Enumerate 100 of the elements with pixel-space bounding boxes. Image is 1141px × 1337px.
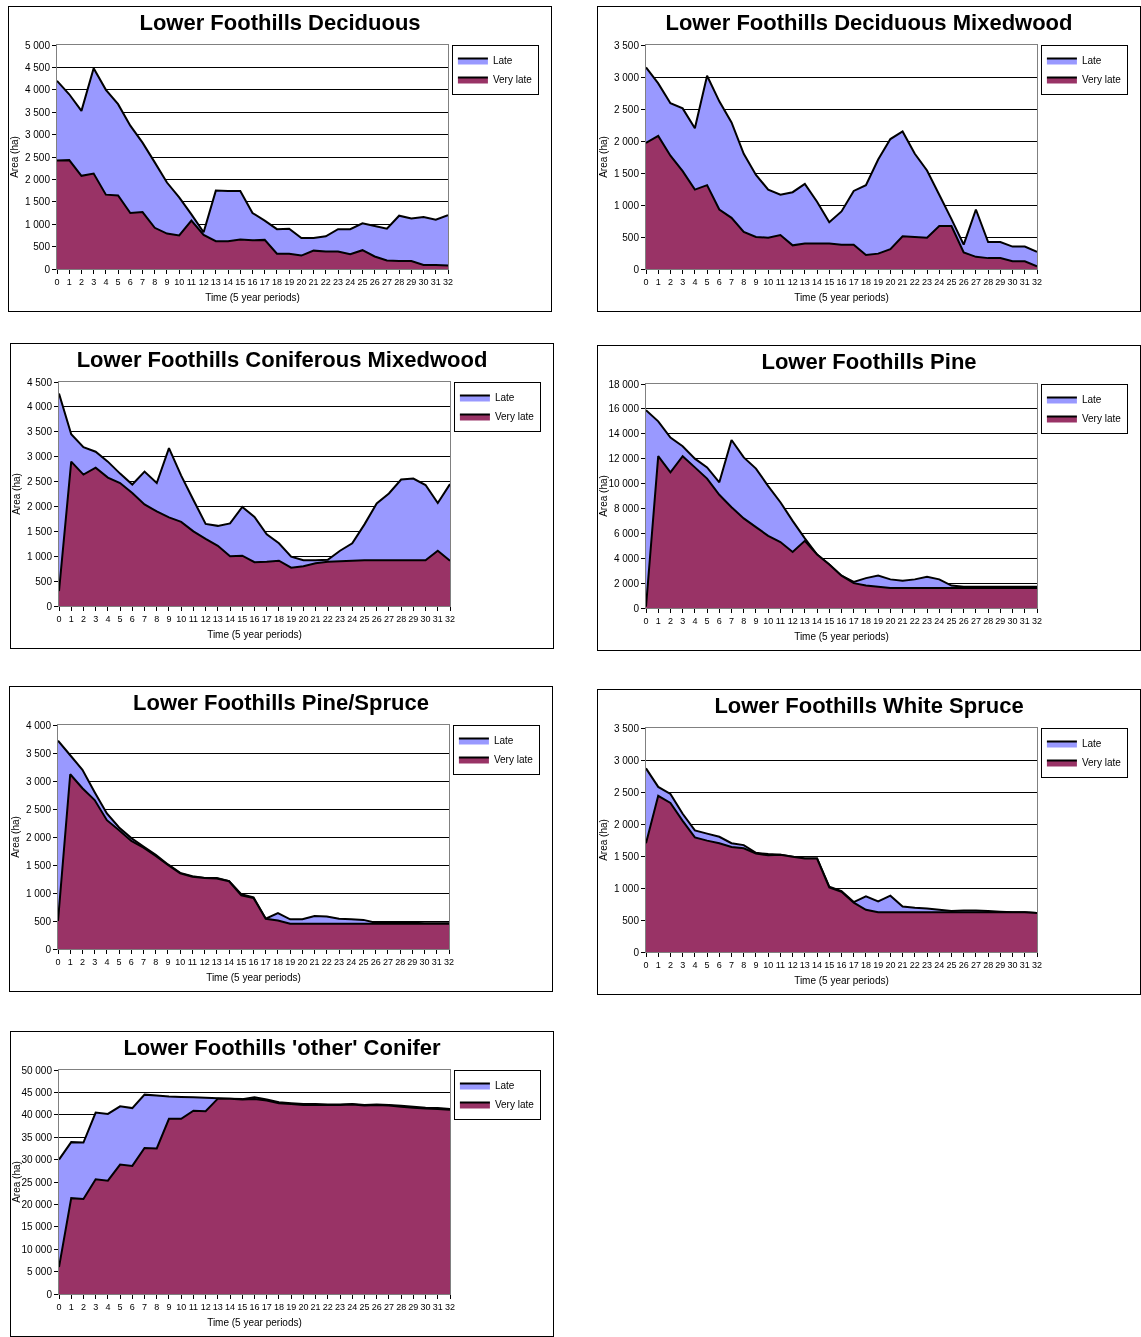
y-axis-title: Area (ha) — [598, 136, 609, 178]
x-tick-label: 4 — [692, 959, 698, 970]
x-tick-label: 4 — [692, 615, 698, 626]
x-tick-label: 7 — [729, 276, 735, 287]
x-tick-label: 15 — [236, 956, 247, 967]
y-axis-title: Area (ha) — [11, 1161, 22, 1203]
x-tick-label: 10 — [176, 1301, 187, 1312]
x-tick-label: 6 — [128, 956, 134, 967]
y-tick-label: 2 500 — [26, 476, 53, 488]
x-tick-label: 12 — [198, 276, 209, 287]
x-tick-label: 16 — [836, 615, 847, 626]
y-tick-label: 3 500 — [613, 39, 640, 51]
x-tick-label: 14 — [223, 276, 234, 287]
x-tick-label: 23 — [335, 1301, 346, 1312]
x-tick-label: 20 — [885, 959, 896, 970]
x-tick-label: 5 — [117, 1301, 123, 1312]
y-tick-label: 30 000 — [21, 1154, 53, 1166]
x-tick-label: 1 — [655, 959, 661, 970]
x-tick-label: 30 — [419, 956, 430, 967]
legend-label: Very late — [1081, 757, 1122, 769]
y-tick-label: 1 000 — [613, 882, 640, 894]
x-tick-label: 16 — [249, 1301, 260, 1312]
y-tick-label: 500 — [622, 914, 640, 926]
x-tick-label: 26 — [370, 956, 381, 967]
y-tick-label: 4 000 — [24, 84, 51, 96]
x-tick-label: 11 — [188, 613, 199, 624]
x-tick-label: 17 — [260, 956, 271, 967]
x-tick-label: 27 — [382, 956, 393, 967]
x-tick-label: 7 — [141, 956, 147, 967]
y-tick-label: 4 000 — [25, 719, 52, 731]
y-tick-label: 3 000 — [613, 71, 640, 83]
x-tick-label: 26 — [371, 1301, 382, 1312]
x-tick-label: 15 — [824, 615, 835, 626]
x-tick-label: 31 — [432, 613, 443, 624]
y-tick-label: 3 500 — [25, 747, 52, 759]
x-tick-label: 29 — [408, 613, 419, 624]
chart-title: Lower Foothills 'other' Conifer — [123, 1035, 442, 1060]
x-tick-label: 1 — [655, 276, 661, 287]
x-tick-label: 20 — [298, 1301, 309, 1312]
y-tick-label: 2 000 — [25, 831, 52, 843]
x-tick-label: 0 — [55, 956, 61, 967]
x-tick-label: 28 — [983, 615, 994, 626]
y-tick-label: 2 000 — [26, 500, 53, 512]
x-tick-label: 31 — [432, 1301, 443, 1312]
x-tick-label: 32 — [443, 956, 455, 967]
y-tick-label: 3 000 — [26, 451, 53, 463]
x-tick-label: 3 — [680, 959, 686, 970]
y-tick-label: 500 — [622, 231, 640, 243]
x-tick-label: 18 — [271, 276, 282, 287]
x-tick-label: 12 — [200, 613, 211, 624]
legend-label: Very late — [494, 1099, 535, 1111]
y-tick-label: 4 000 — [26, 401, 53, 413]
x-tick-label: 23 — [334, 956, 345, 967]
y-tick-label: 2 500 — [613, 786, 640, 798]
x-tick-label: 8 — [152, 276, 158, 287]
x-tick-label: 15 — [237, 1301, 248, 1312]
x-tick-label: 26 — [371, 613, 382, 624]
x-tick-label: 2 — [80, 1301, 86, 1312]
x-tick-label: 23 — [335, 613, 346, 624]
x-tick-label: 11 — [775, 959, 786, 970]
y-tick-label: 1 500 — [24, 196, 51, 208]
x-axis-title: Time (5 year periods) — [205, 292, 300, 304]
y-tick-label: 25 000 — [21, 1176, 53, 1188]
x-tick-label: 25 — [359, 1301, 370, 1312]
x-tick-label: 5 — [115, 276, 121, 287]
x-tick-label: 28 — [983, 276, 994, 287]
x-tick-label: 8 — [741, 276, 747, 287]
x-tick-label: 23 — [922, 276, 933, 287]
y-tick-label: 3 000 — [613, 754, 640, 766]
y-tick-label: 40 000 — [21, 1109, 53, 1121]
x-tick-label: 11 — [188, 1301, 199, 1312]
x-tick-label: 22 — [909, 615, 920, 626]
x-tick-label: 2 — [78, 276, 84, 287]
x-tick-label: 1 — [655, 615, 661, 626]
y-tick-label: 4 000 — [613, 552, 640, 564]
x-tick-label: 21 — [310, 1301, 321, 1312]
x-tick-label: 7 — [140, 276, 146, 287]
x-tick-label: 14 — [225, 613, 236, 624]
x-tick-label: 6 — [129, 1301, 135, 1312]
x-tick-label: 20 — [296, 276, 307, 287]
legend-label: Late — [492, 55, 513, 67]
x-tick-label: 8 — [741, 959, 747, 970]
x-tick-label: 19 — [284, 276, 295, 287]
x-axis-title: Time (5 year periods) — [207, 629, 302, 641]
x-tick-label: 18 — [273, 613, 284, 624]
y-tick-label: 0 — [45, 943, 52, 955]
x-tick-label: 5 — [704, 615, 710, 626]
x-tick-label: 18 — [860, 276, 871, 287]
chart-title: Lower Foothills Pine/Spruce — [133, 690, 429, 715]
legend-label: Late — [1081, 55, 1102, 67]
x-tick-label: 16 — [836, 959, 847, 970]
x-tick-label: 28 — [396, 1301, 407, 1312]
legend-label: Late — [493, 735, 514, 747]
y-tick-label: 18 000 — [608, 378, 640, 390]
x-tick-label: 21 — [310, 613, 321, 624]
y-tick-label: 12 000 — [608, 453, 640, 465]
y-tick-label: 8 000 — [613, 502, 640, 514]
x-tick-label: 28 — [395, 956, 406, 967]
y-tick-label: 2 500 — [25, 803, 52, 815]
y-tick-label: 0 — [44, 263, 51, 275]
